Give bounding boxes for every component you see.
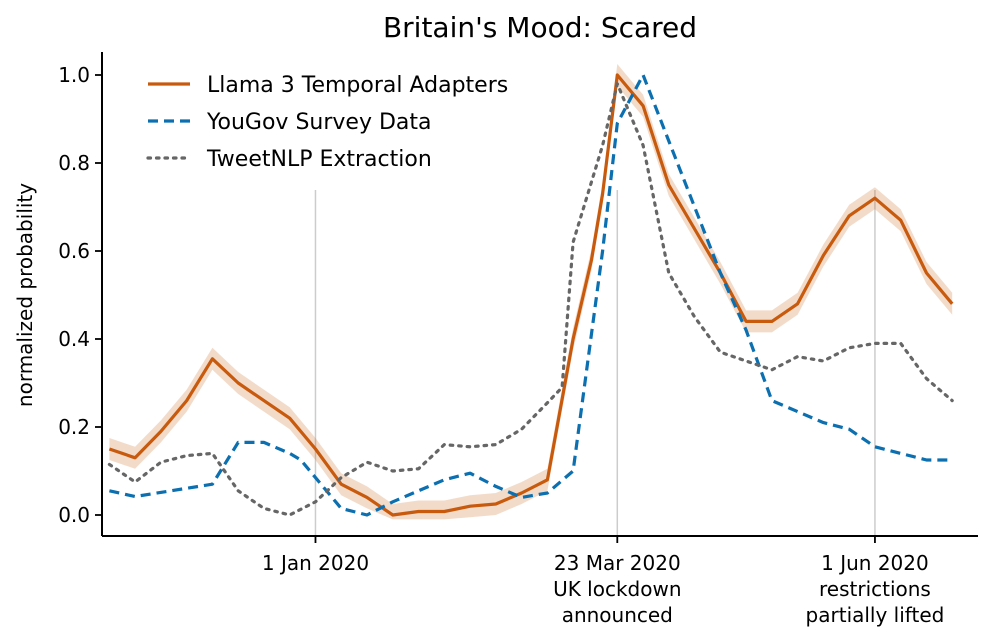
- legend-label: TweetNLP Extraction: [206, 147, 432, 172]
- x-tick-annotation: restrictions: [819, 577, 931, 601]
- x-tick-annotation: announced: [562, 603, 673, 627]
- y-tick-label: 0.2: [58, 415, 90, 439]
- x-tick-annotation: UK lockdown: [553, 577, 681, 601]
- y-tick-label: 0.8: [58, 151, 90, 175]
- chart-title: Britain's Mood: Scared: [383, 11, 697, 44]
- legend-label: YouGov Survey Data: [206, 110, 432, 135]
- series-line-0: [108, 73, 954, 517]
- axes: [101, 52, 978, 537]
- y-tick-label: 0.4: [58, 327, 90, 351]
- y-ticks: 0.0 0.2 0.4 0.6 0.8 1.0: [58, 63, 102, 527]
- legend: Llama 3 Temporal Adapters YouGov Survey D…: [146, 73, 508, 172]
- y-tick-label: 1.0: [58, 63, 90, 87]
- y-axis-label: normalized probability: [13, 183, 37, 407]
- y-tick-label: 0.0: [58, 503, 90, 527]
- x-tick-label: 1 Jun 2020: [821, 551, 929, 575]
- series-line-2: [107, 82, 954, 517]
- x-tick-label: 1 Jan 2020: [262, 551, 369, 575]
- series-line-1: [109, 73, 953, 517]
- series-lines: [107, 73, 954, 517]
- y-tick-label: 0.6: [58, 239, 90, 263]
- legend-label: Llama 3 Temporal Adapters: [207, 73, 508, 98]
- x-tick-label: 23 Mar 2020: [554, 551, 681, 575]
- x-tick-annotation: partially lifted: [806, 603, 945, 627]
